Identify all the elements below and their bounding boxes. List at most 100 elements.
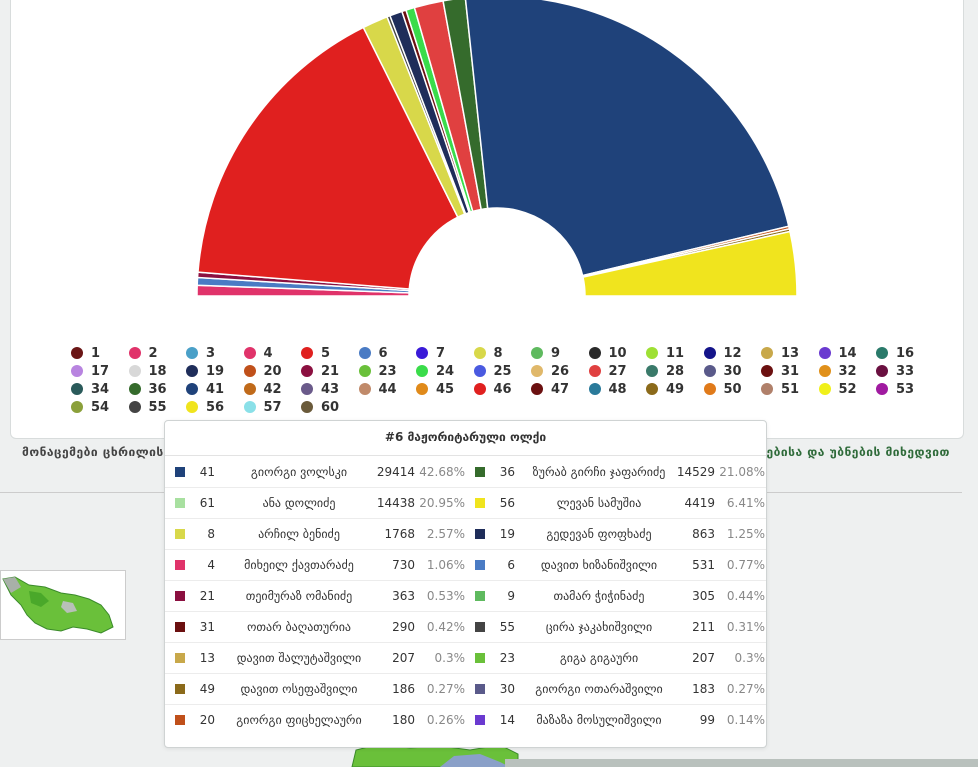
- district-tooltip: #6 მაჟორიტარული ოლქი 41 გიორგი ვოლსკი 2941…: [164, 420, 767, 748]
- legend-item-8[interactable]: 8: [473, 344, 532, 362]
- candidate-number: 9: [507, 589, 515, 603]
- legend-item-60[interactable]: 60: [301, 398, 359, 416]
- legend-item-25[interactable]: 25: [473, 362, 532, 380]
- legend-item-24[interactable]: 24: [416, 362, 474, 380]
- legend-label: 2: [148, 345, 158, 361]
- legend-label: 24: [436, 363, 455, 379]
- legend-item-4[interactable]: 4: [243, 344, 302, 362]
- legend-item-50[interactable]: 50: [703, 380, 762, 398]
- legend-item-28[interactable]: 28: [646, 362, 704, 380]
- candidate-name: გიორგი ოთარაშვილი: [535, 682, 663, 696]
- candidate-cell: 55 ცირა ჯაკახიშვილი 211 0.31%: [465, 620, 765, 634]
- legend-item-12[interactable]: 12: [703, 344, 762, 362]
- table-row: 49 დავით ოსეფაშვილი 186 0.27% 30 გიორგი ოთარა…: [165, 674, 766, 705]
- legend-item-1[interactable]: 1: [71, 344, 129, 362]
- legend-item-53[interactable]: 53: [876, 380, 934, 398]
- legend-dot: [761, 365, 773, 377]
- legend-dot: [301, 383, 313, 395]
- semicircle-donut-chart: [196, 0, 798, 297]
- candidate-name: გიორგი ვოლსკი: [250, 465, 348, 479]
- legend-item-11[interactable]: 11: [646, 344, 704, 362]
- legend-item-30[interactable]: 30: [703, 362, 762, 380]
- legend-item-5[interactable]: 5: [301, 344, 359, 362]
- chart-card: 1 2 3 4 5 6 7 8 9 10 11 12 13 14 16 17 18 19 20 21 23 24 25 26 2…: [10, 0, 964, 439]
- legend-item-34[interactable]: 34: [71, 380, 129, 398]
- legend-dot: [646, 347, 658, 359]
- legend-item-2[interactable]: 2: [128, 344, 187, 362]
- legend-item-54[interactable]: 54: [71, 398, 129, 416]
- legend-item-10[interactable]: 10: [588, 344, 647, 362]
- chart-segment-56[interactable]: [582, 230, 798, 297]
- vote-count: 305: [692, 589, 715, 603]
- legend-item-51[interactable]: 51: [761, 380, 819, 398]
- legend-item-47[interactable]: 47: [531, 380, 589, 398]
- legend-dot: [876, 347, 888, 359]
- legend-item-13[interactable]: 13: [761, 344, 819, 362]
- legend-item-52[interactable]: 52: [818, 380, 877, 398]
- legend-label: 31: [781, 363, 800, 379]
- candidate-cell: 36 ზურაბ გირჩი ჯაფარიძე 14529 21.08%: [465, 465, 765, 479]
- legend-dot: [71, 365, 83, 377]
- legend-label: 53: [896, 381, 915, 397]
- legend-label: 4: [263, 345, 273, 361]
- legend-item-43[interactable]: 43: [301, 380, 359, 398]
- legend-item-46[interactable]: 46: [473, 380, 532, 398]
- candidate-cell: 20 გიორგი ფიცხელაური 180 0.26%: [165, 713, 465, 727]
- color-swatch: [175, 684, 185, 694]
- vote-count: 1768: [384, 527, 415, 541]
- legend-item-36[interactable]: 36: [128, 380, 187, 398]
- legend-item-41[interactable]: 41: [186, 380, 244, 398]
- legend-item-44[interactable]: 44: [358, 380, 417, 398]
- legend-item-14[interactable]: 14: [818, 344, 877, 362]
- chart-segment-5[interactable]: [197, 26, 459, 290]
- legend-item-49[interactable]: 49: [646, 380, 704, 398]
- precincts-link[interactable]: ძებისა და უბნების მიხედვით: [759, 445, 950, 459]
- legend-item-31[interactable]: 31: [761, 362, 819, 380]
- legend-dot: [358, 383, 371, 395]
- legend-item-20[interactable]: 20: [243, 362, 302, 380]
- bottom-scrollbar[interactable]: [505, 759, 978, 767]
- legend-dot: [186, 347, 198, 359]
- legend-item-26[interactable]: 26: [531, 362, 589, 380]
- legend-item-55[interactable]: 55: [128, 398, 187, 416]
- legend-item-56[interactable]: 56: [186, 398, 244, 416]
- legend-dot: [531, 365, 543, 377]
- legend-item-42[interactable]: 42: [243, 380, 302, 398]
- legend-label: 56: [206, 399, 225, 415]
- vote-count: 29414: [376, 465, 415, 479]
- legend-dot: [186, 401, 198, 413]
- legend-label: 5: [321, 345, 331, 361]
- legend-item-17[interactable]: 17: [71, 362, 129, 380]
- legend-item-18[interactable]: 18: [128, 362, 187, 380]
- legend-item-21[interactable]: 21: [301, 362, 359, 380]
- candidate-number: 14: [499, 713, 515, 727]
- data-table-link[interactable]: მონაცემები ცხრილის: [22, 445, 164, 459]
- color-swatch: [475, 622, 485, 632]
- color-swatch: [475, 498, 485, 508]
- color-swatch: [175, 591, 185, 601]
- legend-dot: [761, 383, 773, 395]
- candidate-number: 30: [499, 682, 515, 696]
- chart-segment-41[interactable]: [464, 0, 790, 277]
- vote-count: 186: [392, 682, 415, 696]
- candidate-name: არჩილ ბენიძე: [258, 527, 340, 541]
- vote-count: 183: [692, 682, 715, 696]
- georgia-map-thumbnail[interactable]: [0, 570, 126, 640]
- legend-item-27[interactable]: 27: [588, 362, 647, 380]
- legend-item-16[interactable]: 16: [876, 344, 934, 362]
- legend-item-6[interactable]: 6: [358, 344, 417, 362]
- legend-item-3[interactable]: 3: [186, 344, 244, 362]
- candidate-name: გიორგი ფიცხელაური: [236, 713, 362, 727]
- legend-item-9[interactable]: 9: [531, 344, 589, 362]
- legend-item-45[interactable]: 45: [416, 380, 474, 398]
- legend-item-7[interactable]: 7: [416, 344, 474, 362]
- legend-item-19[interactable]: 19: [186, 362, 244, 380]
- legend-item-23[interactable]: 23: [358, 362, 417, 380]
- table-row: 4 მიხეილ ქავთარაძე 730 1.06% 6 დავით ხიზანიშვ…: [165, 550, 766, 581]
- legend-item-33[interactable]: 33: [876, 362, 934, 380]
- vote-percent: 0.3%: [734, 651, 766, 665]
- legend-item-57[interactable]: 57: [243, 398, 302, 416]
- legend-item-32[interactable]: 32: [818, 362, 877, 380]
- legend-label: 14: [838, 345, 857, 361]
- legend-item-48[interactable]: 48: [588, 380, 647, 398]
